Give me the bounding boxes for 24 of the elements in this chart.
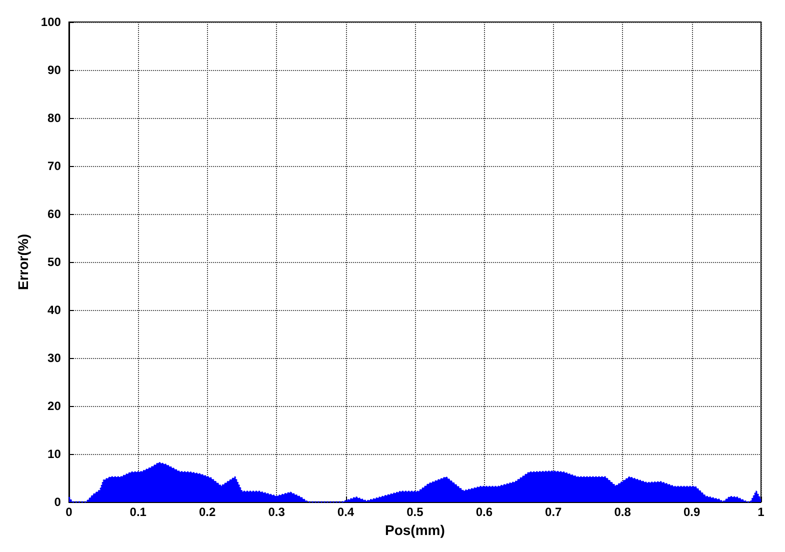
x-tick-label: 0.4 bbox=[337, 505, 354, 519]
x-tick-label: 0.3 bbox=[268, 505, 286, 519]
x-tick-label: 0.5 bbox=[406, 505, 424, 519]
x-tick-label: 0.2 bbox=[198, 505, 216, 519]
y-tick-label: 30 bbox=[48, 351, 62, 365]
y-tick-label: 70 bbox=[48, 159, 62, 173]
y-tick-label: 100 bbox=[40, 15, 62, 29]
x-tick-label: 0.7 bbox=[545, 505, 562, 519]
x-tick-label: 0.6 bbox=[476, 505, 493, 519]
x-axis-title: Pos(mm) bbox=[385, 522, 445, 538]
y-tick-label: 80 bbox=[48, 111, 62, 125]
y-tick-label: 20 bbox=[48, 399, 62, 413]
x-tick-label: 0.8 bbox=[614, 505, 632, 519]
y-tick-label: 10 bbox=[48, 447, 62, 461]
x-tick-label: 0 bbox=[66, 505, 73, 519]
x-tick-label: 1 bbox=[758, 505, 765, 519]
y-tick-label: 60 bbox=[48, 207, 62, 221]
y-axis-title: Error(%) bbox=[15, 234, 31, 290]
x-tick-label: 0.9 bbox=[683, 505, 700, 519]
x-tick-label: 0.1 bbox=[130, 505, 147, 519]
y-tick-label: 40 bbox=[48, 303, 62, 317]
y-tick-label: 90 bbox=[48, 63, 62, 77]
y-tick-label: 50 bbox=[48, 255, 62, 269]
y-tick-label: 0 bbox=[54, 495, 62, 509]
